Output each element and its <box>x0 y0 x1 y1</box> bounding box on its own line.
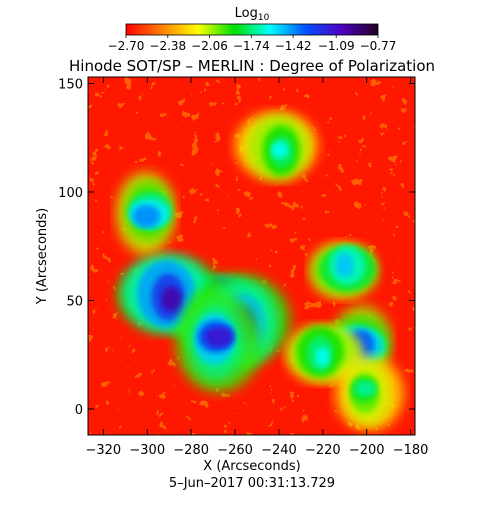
plot-frame <box>87 76 416 436</box>
x-tick-label: −240 <box>261 443 297 458</box>
caption-timestamp: 5–Jun–2017 00:31:13.729 <box>169 476 335 491</box>
chart-title: Hinode SOT/SP – MERLIN : Degree of Polar… <box>69 57 435 75</box>
y-tick-label: 50 <box>66 294 83 309</box>
heatmap-blob <box>355 380 376 397</box>
colorbar-tick-label: −2.70 <box>108 39 145 53</box>
heatmap-blob <box>204 326 234 348</box>
colorbar-tick-label: −1.74 <box>233 39 270 53</box>
heatmap-blob <box>271 141 289 159</box>
x-tick-label: −200 <box>349 443 385 458</box>
heatmap-blob <box>161 286 182 312</box>
x-tick-label: −300 <box>129 443 165 458</box>
x-tick-label: −320 <box>86 443 122 458</box>
colorbar-tick-label: −0.77 <box>360 39 397 53</box>
y-tick-label: 0 <box>75 403 83 418</box>
colorbar-label: Log10 <box>235 6 270 23</box>
colorbar-tick-label: −2.06 <box>191 39 228 53</box>
heatmap <box>88 77 415 435</box>
heatmap-blob <box>314 346 330 367</box>
x-tick-label: −220 <box>305 443 341 458</box>
heatmap-blob <box>132 204 161 228</box>
colorbar-tick-label: −1.42 <box>275 39 312 53</box>
y-axis: 0 50 100 150 <box>58 78 415 418</box>
colorbar-tick-label: −2.38 <box>149 39 186 53</box>
x-axis: −320 −300 −280 −260 −240 −220 −200 −180 <box>86 77 429 458</box>
x-axis-label: X (Arcseconds) <box>203 459 300 474</box>
y-axis-label: Y (Arcseconds) <box>35 208 50 305</box>
colorbar <box>125 23 379 36</box>
heatmap-blob <box>335 252 354 278</box>
x-tick-label: −180 <box>393 443 429 458</box>
x-tick-label: −280 <box>173 443 209 458</box>
y-tick-label: 100 <box>58 186 83 201</box>
x-tick-label: −260 <box>217 443 253 458</box>
heatmap-features <box>116 112 404 431</box>
colorbar-ticks: −2.70 −2.38 −2.06 −1.74 −1.42 −1.09 −0.77 <box>108 35 397 53</box>
y-tick-label: 150 <box>58 78 83 93</box>
colorbar-tick-label: −1.09 <box>318 39 355 53</box>
